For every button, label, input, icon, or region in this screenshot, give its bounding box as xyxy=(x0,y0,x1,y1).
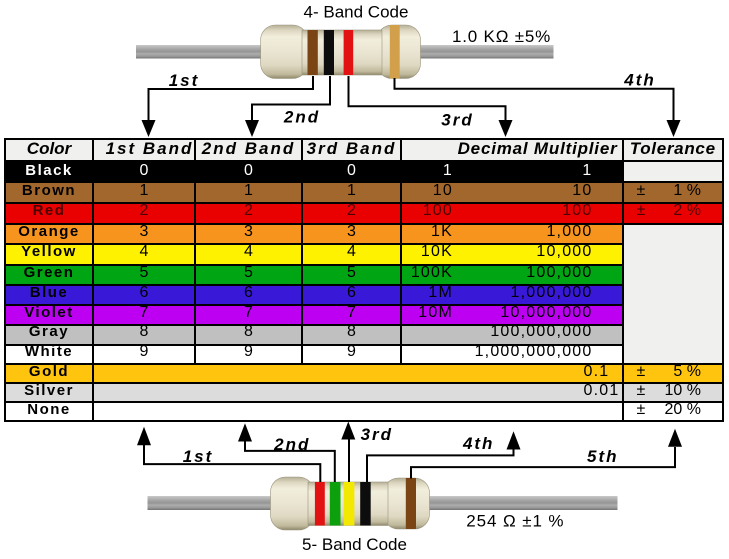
svg-text:4th: 4th xyxy=(623,71,656,90)
svg-text:4th: 4th xyxy=(462,434,495,453)
svg-text:3rd: 3rd xyxy=(361,425,393,444)
svg-text:1.0 KΩ ±5%: 1.0 KΩ ±5% xyxy=(452,27,551,46)
svg-text:1st: 1st xyxy=(183,447,214,466)
svg-text:5th: 5th xyxy=(587,447,619,466)
svg-text:254 Ω ±1 %: 254 Ω ±1 % xyxy=(466,512,564,531)
svg-text:2nd: 2nd xyxy=(283,108,320,127)
svg-text:1st: 1st xyxy=(169,71,200,90)
svg-text:4- Band Code: 4- Band Code xyxy=(304,2,409,21)
svg-text:5- Band Code: 5- Band Code xyxy=(302,535,407,554)
svg-text:3rd: 3rd xyxy=(441,111,473,130)
svg-text:2nd: 2nd xyxy=(273,435,310,454)
